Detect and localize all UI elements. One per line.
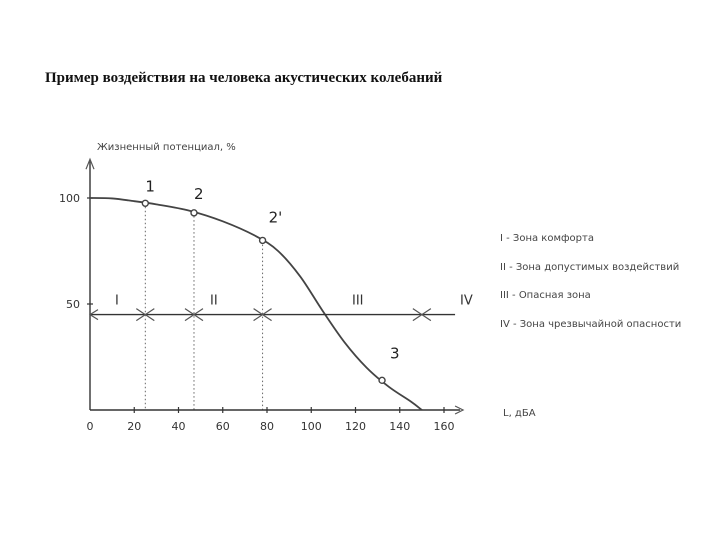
y-tick-label: 100: [59, 192, 80, 205]
curve-point-label: 1: [145, 177, 155, 195]
curve-point-label: 2': [269, 208, 283, 226]
x-tick-label: 160: [434, 420, 455, 433]
zone-boundary-arrow: [135, 308, 155, 322]
zone-boundary-arrow: [184, 308, 204, 322]
zone-label: I: [115, 294, 119, 309]
curve-point: [378, 376, 386, 385]
curve-point: [190, 209, 198, 217]
zone-boundary-arrow: [253, 308, 272, 322]
y-axis-label: Жизненный потенциал, %: [97, 142, 236, 153]
x-tick-label: 120: [345, 420, 366, 433]
zone-boundary-arrow: [412, 308, 432, 322]
zone-arrow: [88, 309, 99, 321]
x-tick-label: 140: [389, 420, 410, 433]
x-tick-label: 40: [172, 420, 186, 433]
curve-point: [258, 236, 267, 245]
legend-entry: I - Зона комфорта: [500, 233, 594, 244]
x-axis-arrow: [454, 405, 465, 415]
life-potential-curve: [89, 197, 423, 411]
legend-entry: II - Зона допустимых воздействий: [500, 262, 679, 273]
x-tick-label: 80: [260, 420, 274, 433]
x-axis-label: L, дБА: [503, 408, 536, 419]
x-tick-label: 100: [301, 420, 322, 433]
slide-title: Пример воздействия на человека акустичес…: [45, 70, 443, 86]
zone-label: III: [352, 294, 364, 309]
y-axis-arrow: [85, 157, 95, 170]
legend-entry: IV - Зона чрезвычайной опасности: [500, 319, 681, 330]
x-tick-label: 20: [127, 420, 141, 433]
zone-label: II: [210, 294, 218, 309]
zone-label: IV: [460, 294, 473, 309]
y-tick-label: 50: [66, 298, 80, 311]
curve-point-label: 3: [390, 344, 400, 362]
x-tick-label: 0: [87, 420, 94, 433]
legend-entry: III - Опасная зона: [500, 290, 591, 301]
curve-point-label: 2: [194, 185, 204, 203]
curve-point: [141, 199, 150, 208]
x-tick-label: 60: [216, 420, 230, 433]
